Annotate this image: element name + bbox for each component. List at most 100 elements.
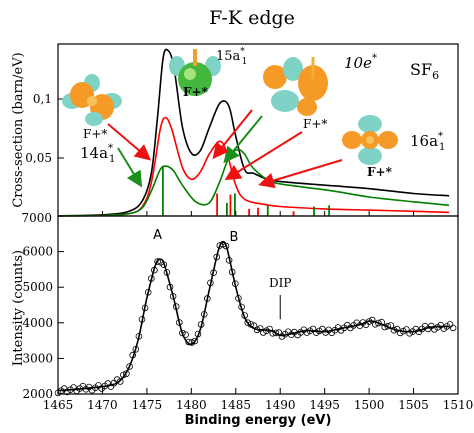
data-point (247, 321, 255, 328)
data-point (141, 304, 149, 312)
data-point (228, 268, 236, 276)
data-point (403, 326, 410, 333)
data-point (225, 256, 233, 264)
molecule-name: SF (410, 60, 432, 79)
orbital-14a1-image (62, 74, 122, 126)
data-point (378, 318, 385, 326)
data-point (365, 318, 373, 325)
data-point (241, 312, 249, 319)
y-tick-label: 2000 (22, 387, 53, 401)
data-point (250, 322, 258, 330)
bottom-axes: 1465 1470 1475 1480 1485 1490 1495 1500 1505 1510… (22, 211, 473, 412)
y-tick-label: 3000 (22, 351, 53, 365)
fstar-label: F+* (183, 85, 209, 99)
data-point (123, 370, 130, 378)
x-tick-label: 1505 (398, 398, 429, 412)
data-point (390, 326, 398, 334)
annotation-14a1: 14a* 1 (80, 143, 115, 165)
data-point (191, 337, 199, 345)
data-point (381, 323, 389, 331)
bottom-panel: Intensity (counts) Binding energy (eV) 1… (11, 211, 473, 428)
data-point (179, 329, 186, 337)
x-tick-label: 1470 (87, 398, 118, 412)
data-point (399, 327, 407, 335)
data-point (396, 329, 404, 337)
data-point (138, 316, 146, 323)
orbital-15a1-image (169, 49, 221, 96)
fstar-label: F+* (83, 127, 107, 141)
data-point (185, 338, 193, 346)
data-point (368, 316, 376, 324)
data-point (148, 275, 155, 282)
molecule-subscript: 6 (432, 69, 439, 82)
arrow-red (212, 109, 253, 160)
data-point (263, 327, 270, 335)
data-point (176, 319, 183, 326)
data-point (194, 330, 202, 338)
figure-title: F-K edge (209, 7, 295, 29)
data-point (253, 326, 261, 334)
bottom-plot-frame (57, 215, 459, 395)
x-tick-label: 1490 (265, 398, 296, 412)
series-line (57, 116, 450, 217)
data-point (207, 279, 214, 287)
peak-label-b: B (230, 230, 239, 245)
top-ytick-label: 0,05 (25, 151, 52, 165)
data-point (387, 322, 395, 329)
series-line (57, 148, 450, 217)
data-point (384, 322, 392, 330)
data-point (406, 329, 413, 337)
data-points (54, 240, 457, 397)
top-sticks (161, 166, 331, 216)
x-tick-label: 1485 (221, 398, 252, 412)
orbital-16a1-image (342, 115, 398, 165)
data-point (200, 310, 208, 318)
peak-label-a: A (153, 228, 162, 243)
data-point (210, 269, 217, 277)
data-point (197, 321, 205, 328)
fstar-label: F+* (367, 165, 393, 179)
data-point (222, 242, 230, 250)
fit-line (57, 241, 450, 392)
top-plot-frame (57, 43, 459, 217)
arrow-green (223, 115, 263, 164)
data-point (129, 351, 137, 359)
x-tick-label: 1465 (43, 398, 74, 412)
data-point (235, 294, 242, 302)
series-line (57, 48, 450, 217)
data-point (266, 325, 273, 333)
data-point (151, 266, 158, 274)
data-point (135, 332, 143, 340)
x-tick-label: 1500 (354, 398, 385, 412)
data-point (244, 319, 252, 327)
data-point (232, 280, 239, 288)
x-tick-label: 1495 (309, 398, 340, 412)
y-tick-label: 4000 (22, 316, 53, 330)
arrow-green (117, 147, 143, 188)
data-point (269, 329, 277, 337)
annotation-10e: 10e* (344, 53, 377, 72)
data-point (172, 303, 180, 310)
data-point (116, 378, 124, 385)
data-point (238, 303, 245, 311)
data-point (132, 345, 140, 353)
data-point (163, 269, 171, 276)
data-point (144, 288, 152, 296)
top-ylabel: Cross-section (barn/eV) (11, 52, 26, 207)
data-point (371, 320, 379, 328)
data-point (272, 329, 280, 337)
top-panel: Cross-section (barn/eV) 0,1 0,05 7000 SF… (11, 43, 459, 225)
fstar-label: F+* (303, 117, 327, 131)
molecule-label: SF6 (410, 60, 439, 82)
data-point (169, 292, 177, 300)
data-point (375, 319, 382, 327)
bottom-xlabel: Binding energy (eV) (185, 413, 332, 428)
top-ytick-label: 0,1 (33, 92, 52, 106)
y-tick-label: 5000 (22, 280, 53, 294)
data-point (154, 258, 161, 265)
orbital-10e-image (263, 57, 328, 116)
x-tick-label: 1480 (176, 398, 207, 412)
x-tick-label: 1510 (443, 398, 474, 412)
